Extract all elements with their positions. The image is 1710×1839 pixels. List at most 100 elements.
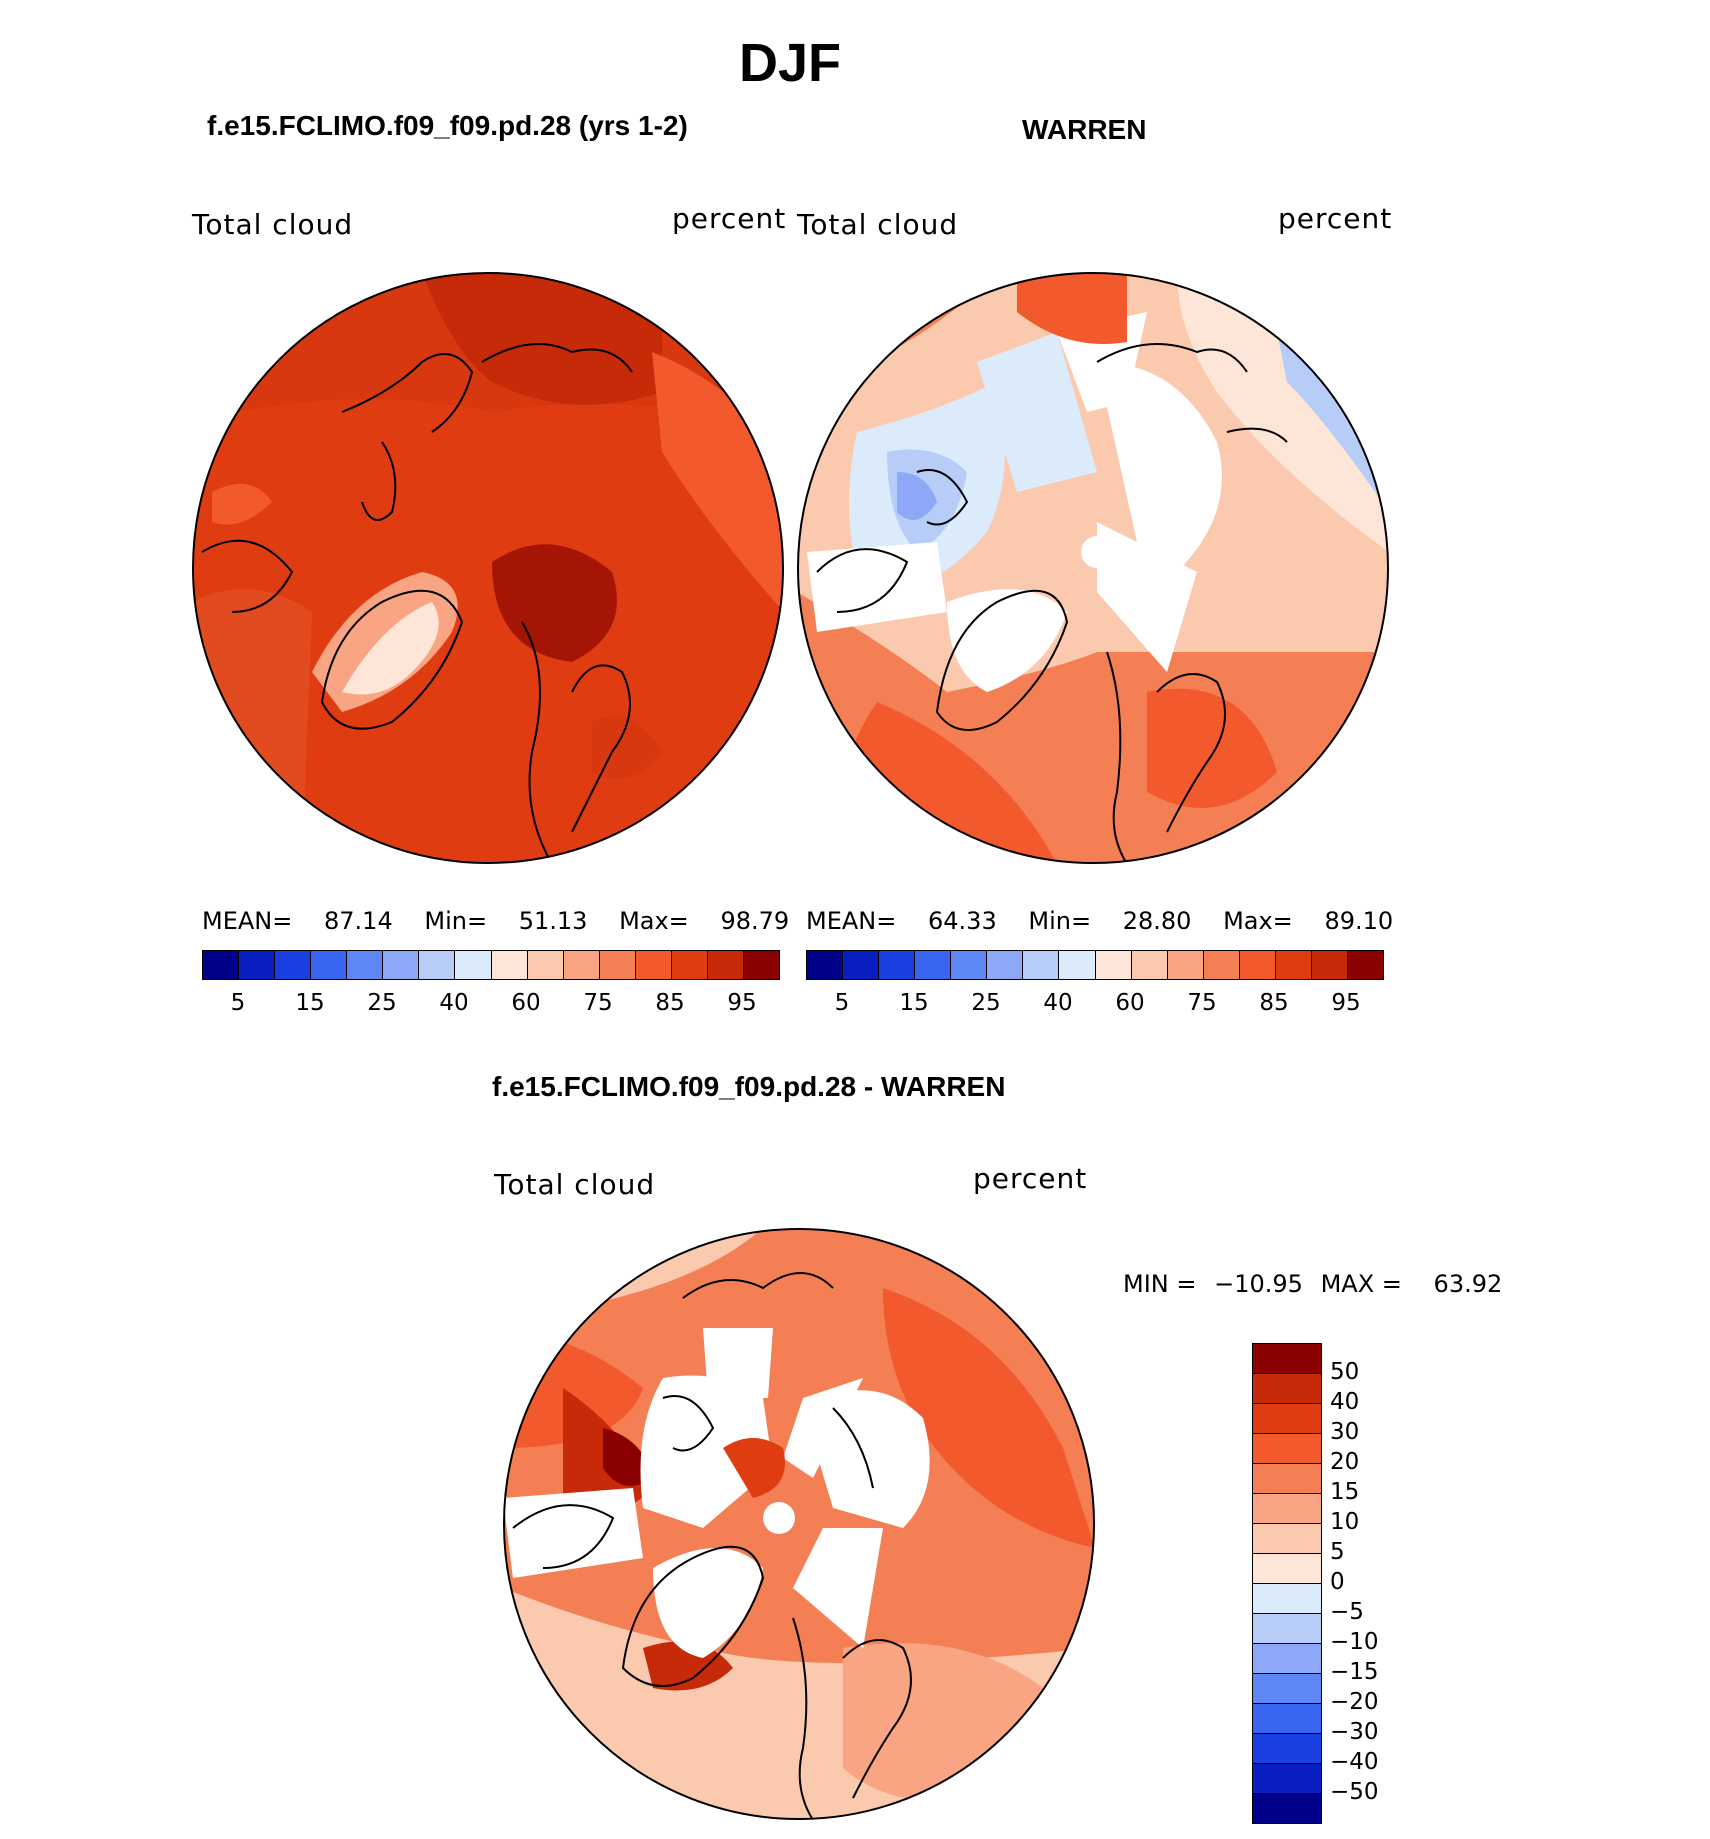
panel1-colorbar-swatch — [599, 951, 636, 979]
panel1-colorbar-swatch — [707, 951, 744, 979]
panel1-colorbar-swatch — [383, 951, 420, 979]
panel3-max-value: 63.92 — [1433, 1270, 1503, 1298]
panel1-colorbar-swatch — [563, 951, 600, 979]
panel2-units: percent — [1278, 202, 1393, 235]
panel3-stats: MIN = −10.95 MAX = 63.92 — [1123, 1270, 1502, 1298]
panel3-colorbar-swatch — [1253, 1554, 1321, 1584]
panel3-units: percent — [973, 1162, 1088, 1195]
panel3-colorbar-swatch — [1253, 1374, 1321, 1404]
panel3-colorbar-swatch — [1253, 1434, 1321, 1464]
panel1-colorbar-tick-label: 5 — [230, 990, 246, 1016]
panel2-stats: MEAN= 64.33 Min= 28.80 Max= 89.10 — [806, 907, 1393, 935]
panel1-polar-map — [192, 272, 784, 864]
panel3-colorbar-ticks: 50 40 30 20 15 10 5 0 −5 −10 −15 −20 −30 −40 −50 — [1330, 1343, 1430, 1823]
panel1-colorbar-tick-label: 75 — [583, 990, 613, 1016]
panel3-colorbar-swatch — [1253, 1344, 1321, 1374]
panel2-colorbar-tick-label: 75 — [1187, 990, 1217, 1016]
panel3-colorbar — [1252, 1343, 1322, 1824]
panel2-colorbar — [806, 950, 1384, 980]
panel3-colorbar-swatch — [1253, 1464, 1321, 1494]
panel2-colorbar-swatch — [1059, 951, 1096, 979]
panel3-colorbar-swatch — [1253, 1644, 1321, 1674]
panel3-min-value: −10.95 — [1214, 1270, 1303, 1298]
panel2-variable: Total cloud — [797, 208, 959, 241]
panel1-max-value: 98.79 — [720, 907, 790, 935]
panel3-colorbar-swatch — [1253, 1704, 1321, 1734]
panel3-colorbar-tick-label: 40 — [1330, 1389, 1360, 1415]
panel2-min-label: Min= — [1028, 907, 1092, 935]
panel2-mean-value: 64.33 — [928, 907, 997, 935]
panel2-min-value: 28.80 — [1122, 907, 1192, 935]
panel3-polar-map — [503, 1228, 1095, 1820]
panel1-colorbar-swatch — [527, 951, 564, 979]
panel3-colorbar-tick-label: 50 — [1330, 1359, 1360, 1385]
panel3-max-label: MAX = — [1320, 1270, 1402, 1298]
panel2-colorbar-tick-label: 95 — [1331, 990, 1361, 1016]
panel2-colorbar-swatch — [1203, 951, 1240, 979]
panel1-min-value: 51.13 — [518, 907, 588, 935]
panel3-colorbar-swatch — [1253, 1404, 1321, 1434]
panel3-colorbar-swatch — [1253, 1614, 1321, 1644]
panel1-units: percent — [672, 202, 787, 235]
panel1-colorbar-swatch — [743, 951, 779, 979]
panel2-title: WARREN — [1022, 114, 1147, 145]
panel1-mean-value: 87.14 — [324, 907, 393, 935]
panel2-max-label: Max= — [1223, 907, 1293, 935]
panel3-variable: Total cloud — [494, 1168, 656, 1201]
panel1-colorbar-swatch — [491, 951, 528, 979]
panel1-title: f.e15.FCLIMO.f09_f09.pd.28 (yrs 1-2) — [207, 110, 688, 141]
panel3-colorbar-tick-label: 20 — [1330, 1449, 1360, 1475]
panel1-colorbar-ticks: 5 15 25 40 60 75 85 95 — [202, 990, 778, 1020]
panel2-colorbar-swatch — [1275, 951, 1312, 979]
panel2-colorbar-swatch — [843, 951, 880, 979]
panel2-colorbar-swatch — [1095, 951, 1132, 979]
panel3-colorbar-tick-label: 0 — [1330, 1569, 1345, 1595]
panel2-colorbar-swatch — [987, 951, 1024, 979]
panel2-colorbar-swatch — [879, 951, 916, 979]
panel3-colorbar-swatch — [1253, 1494, 1321, 1524]
panel2-polar-map — [797, 272, 1389, 864]
panel1-colorbar-swatch — [203, 951, 240, 979]
panel3-colorbar-tick-label: −10 — [1330, 1629, 1379, 1655]
panel1-colorbar-swatch — [347, 951, 384, 979]
panel3-colorbar-swatch — [1253, 1674, 1321, 1704]
panel2-colorbar-tick-label: 25 — [971, 990, 1001, 1016]
panel3-min-label: MIN = — [1123, 1270, 1197, 1298]
panel2-max-value: 89.10 — [1324, 907, 1394, 935]
panel1-mean-label: MEAN= — [202, 907, 293, 935]
panel1-colorbar-swatch — [311, 951, 348, 979]
panel3-colorbar-swatch — [1253, 1584, 1321, 1614]
panel2-colorbar-swatch — [1311, 951, 1348, 979]
panel2-colorbar-ticks: 5 15 25 40 60 75 85 95 — [806, 990, 1382, 1020]
panel3-colorbar-tick-label: −40 — [1330, 1749, 1379, 1775]
panel3-colorbar-tick-label: 5 — [1330, 1539, 1345, 1565]
panel2-colorbar-swatch — [915, 951, 952, 979]
panel1-colorbar-tick-label: 40 — [439, 990, 469, 1016]
panel1-colorbar-tick-label: 60 — [511, 990, 541, 1016]
panel1-colorbar-swatch — [455, 951, 492, 979]
panel3-colorbar-swatch — [1253, 1764, 1321, 1794]
panel3-colorbar-tick-label: −20 — [1330, 1689, 1379, 1715]
panel3-colorbar-swatch — [1253, 1794, 1321, 1823]
panel1-variable: Total cloud — [192, 208, 354, 241]
season-title: DJF — [738, 33, 841, 93]
panel2-colorbar-swatch — [1347, 951, 1383, 979]
panel3-colorbar-swatch — [1253, 1734, 1321, 1764]
panel3-colorbar-tick-label: −5 — [1330, 1599, 1364, 1625]
panel2-colorbar-swatch — [1023, 951, 1060, 979]
panel1-colorbar-tick-label: 15 — [295, 990, 325, 1016]
panel1-colorbar-swatch — [635, 951, 672, 979]
panel2-colorbar-tick-label: 40 — [1043, 990, 1073, 1016]
panel3-colorbar-tick-label: −15 — [1330, 1659, 1379, 1685]
panel2-mean-label: MEAN= — [806, 907, 897, 935]
panel3-colorbar-swatch — [1253, 1524, 1321, 1554]
panel3-title: f.e15.FCLIMO.f09_f09.pd.28 - WARREN — [492, 1071, 1006, 1102]
panel2-colorbar-swatch — [951, 951, 988, 979]
panel3-colorbar-tick-label: −50 — [1330, 1779, 1379, 1805]
panel2-colorbar-swatch — [1131, 951, 1168, 979]
panel1-colorbar-swatch — [275, 951, 312, 979]
panel3-colorbar-tick-label: −30 — [1330, 1719, 1379, 1745]
panel2-colorbar-tick-label: 5 — [834, 990, 850, 1016]
panel1-colorbar — [202, 950, 780, 980]
panel1-colorbar-tick-label: 95 — [727, 990, 757, 1016]
